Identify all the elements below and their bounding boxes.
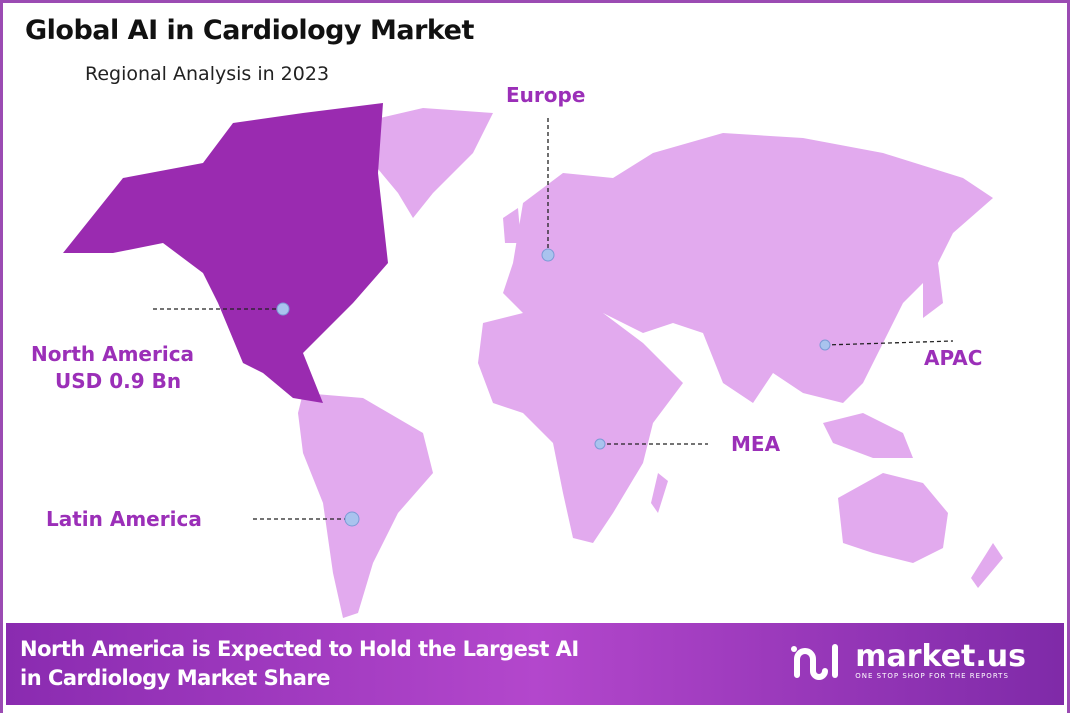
market-us-logo: market.us ONE STOP SHOP FOR THE REPORTS — [791, 641, 1026, 681]
africa — [478, 308, 683, 543]
logo-name: market.us — [855, 639, 1026, 674]
world-map — [63, 103, 1003, 618]
north-america-value: USD 0.9 Bn — [55, 369, 182, 393]
apac-leader-line — [824, 340, 954, 346]
footer-line-2: in Cardiology Market Share — [20, 666, 330, 690]
europe-asia — [503, 133, 993, 403]
madagascar — [651, 473, 668, 513]
japan — [923, 263, 943, 318]
greenland — [358, 108, 493, 218]
north-america-name: North America — [31, 342, 195, 366]
europe-marker — [541, 248, 555, 262]
europe-label: Europe — [506, 83, 586, 107]
uk — [503, 208, 521, 243]
southeast-asia — [823, 413, 913, 458]
footer-line-1: North America is Expected to Hold the La… — [20, 637, 579, 661]
latin-america-marker — [344, 511, 360, 527]
page-subtitle: Regional Analysis in 2023 — [85, 63, 330, 85]
footer-banner: North America is Expected to Hold the La… — [6, 623, 1064, 705]
north-america — [63, 103, 388, 403]
footer-text: North America is Expected to Hold the La… — [20, 635, 579, 693]
north-america-label: North America USD 0.9 Bn — [31, 341, 194, 395]
page-title: Global AI in Cardiology Market — [25, 15, 474, 46]
mea-marker — [594, 438, 606, 450]
latin-america-label: Latin America — [46, 507, 202, 531]
north-america-marker — [276, 302, 290, 316]
mea-label: MEA — [731, 432, 781, 456]
logo-tagline: ONE STOP SHOP FOR THE REPORTS — [855, 672, 1009, 680]
south-america — [298, 393, 433, 618]
apac-label: APAC — [924, 346, 983, 370]
australia — [838, 473, 948, 563]
new-zealand — [971, 543, 1003, 588]
market-us-logo-icon — [791, 644, 839, 680]
apac-marker — [819, 339, 831, 351]
